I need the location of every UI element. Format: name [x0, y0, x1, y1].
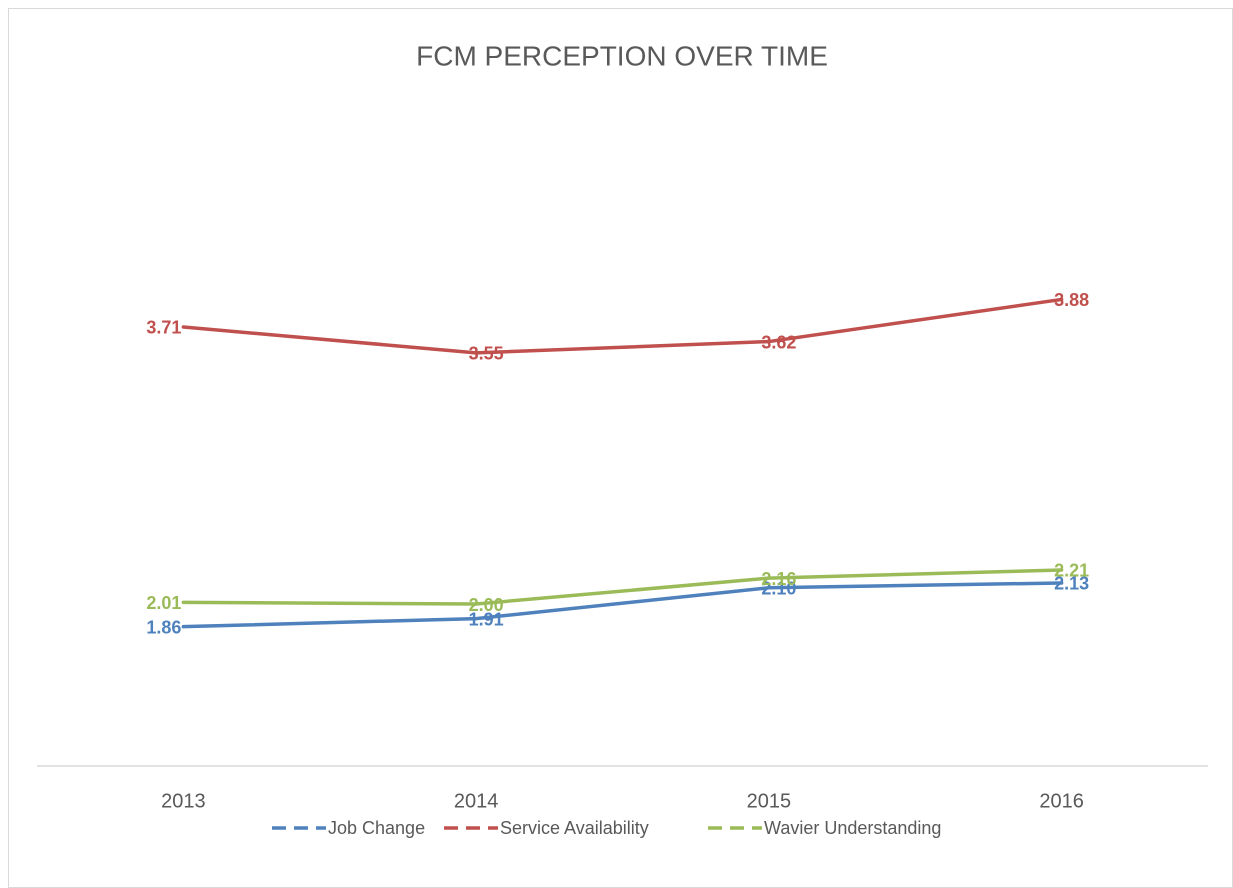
- legend-label: Wavier Understanding: [764, 818, 941, 838]
- data-label: 3.88: [1054, 290, 1089, 310]
- data-label: 2.00: [469, 595, 504, 615]
- data-label: 1.91: [469, 609, 504, 629]
- data-label: 3.71: [146, 318, 181, 338]
- x-tick-label: 2013: [161, 790, 206, 812]
- data-label: 3.55: [469, 344, 504, 364]
- data-label: 1.86: [146, 617, 181, 637]
- x-tick-label: 2015: [747, 790, 792, 812]
- data-label: 2.10: [761, 579, 796, 599]
- legend-label: Service Availability: [500, 818, 649, 838]
- x-tick-label: 2016: [1039, 790, 1084, 812]
- series-line: [181, 581, 1064, 629]
- legend-label: Job Change: [328, 818, 425, 838]
- series-line: [181, 568, 1064, 606]
- chart-frame: [8, 8, 1233, 888]
- data-label: 2.21: [1054, 561, 1089, 581]
- x-tick-label: 2014: [454, 790, 499, 812]
- chart-title: FCM PERCEPTION OVER TIME: [416, 40, 828, 71]
- data-label: 2.16: [761, 569, 796, 589]
- data-label: 2.01: [146, 593, 181, 613]
- data-label: 2.13: [1054, 574, 1089, 594]
- data-label: 3.62: [761, 332, 796, 352]
- series-line: [181, 297, 1064, 355]
